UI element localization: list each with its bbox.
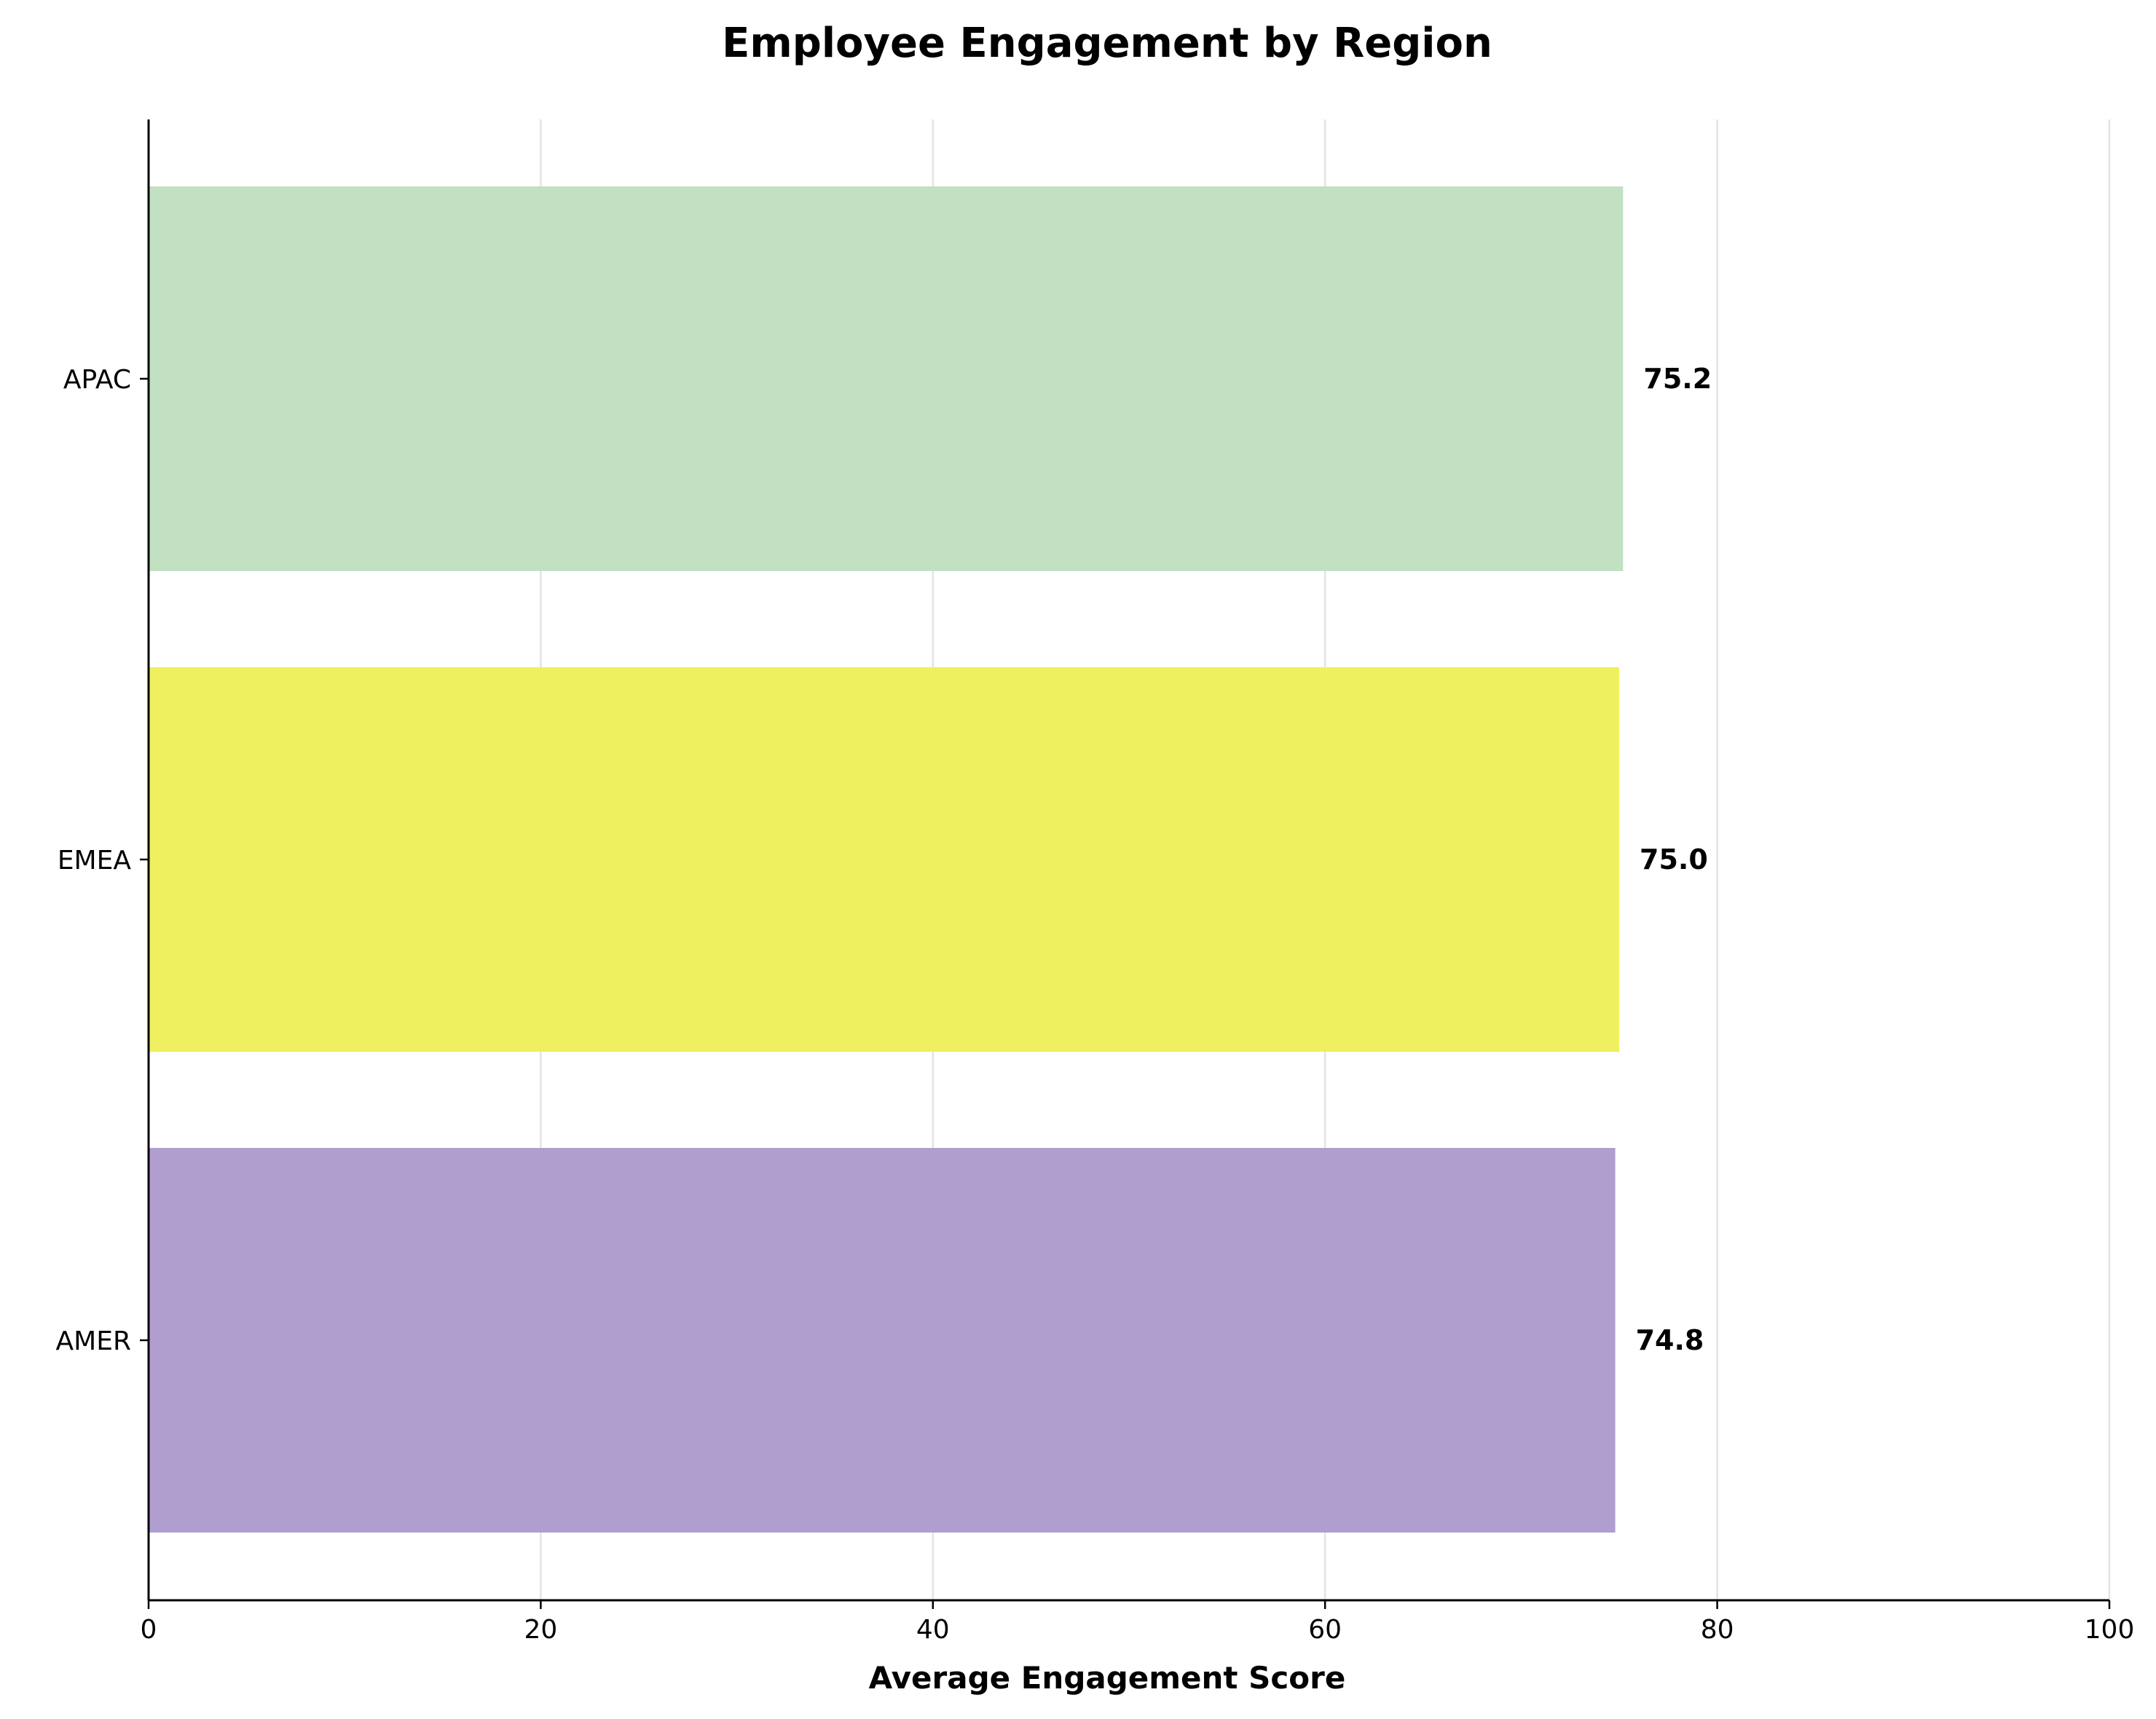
x-tick-label: 0 [141, 1615, 157, 1645]
x-tick-label: 60 [1308, 1615, 1342, 1645]
bar-layer [149, 186, 1624, 1533]
bar-amer [149, 1148, 1616, 1533]
x-tick-label: 20 [524, 1615, 557, 1645]
x-tick-label: 40 [916, 1615, 950, 1645]
chart-title: Employee Engagement by Region [722, 20, 1492, 67]
value-label-apac: 75.2 [1643, 363, 1712, 395]
x-axis-title: Average Engagement Score [869, 1660, 1346, 1696]
x-tick-label: 100 [2085, 1615, 2135, 1645]
bar-emea [149, 667, 1619, 1052]
value-label-layer: 74.8 75.0 75.2 [1636, 363, 1712, 1356]
y-tick-label: EMEA [58, 846, 132, 876]
value-label-amer: 74.8 [1636, 1324, 1704, 1356]
y-tick-label: AMER [56, 1326, 131, 1356]
y-tick-label: APAC [63, 365, 131, 395]
value-label-emea: 75.0 [1640, 843, 1708, 876]
tick-layer: 0 20 40 60 80 100 AMER EMEA APAC [56, 365, 2135, 1645]
x-tick-label: 80 [1701, 1615, 1734, 1645]
bar-apac [149, 186, 1624, 571]
